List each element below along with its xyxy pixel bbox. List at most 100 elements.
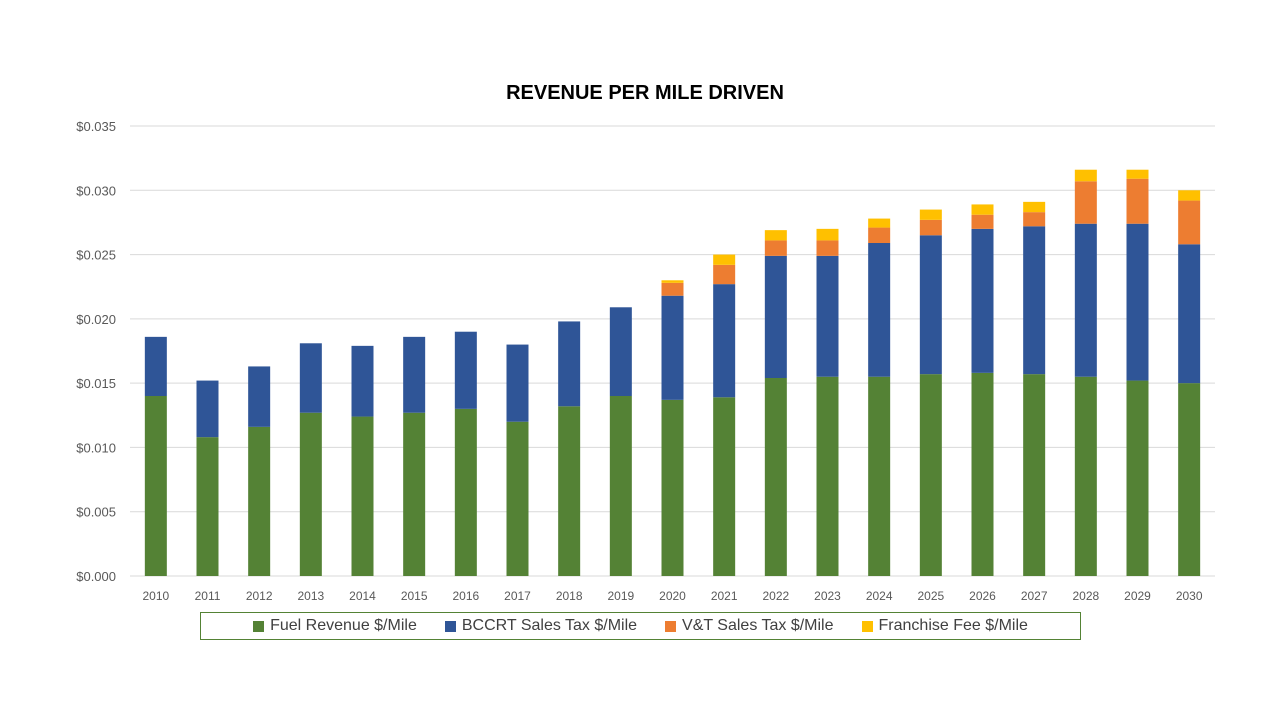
bar-segment-2029-series-1	[1126, 380, 1149, 576]
bar-segment-2013-series-2	[299, 343, 322, 413]
bar-segment-2011-series-2	[196, 380, 219, 438]
x-tick-label: 2025	[917, 589, 944, 603]
bar-segment-2028-series-3	[1074, 181, 1097, 224]
x-tick-label: 2030	[1176, 589, 1203, 603]
legend-item: Franchise Fee $/Mile	[861, 617, 1028, 635]
bar-stack-2027	[1023, 201, 1046, 576]
bar-stack-2023	[816, 228, 839, 576]
legend: Fuel Revenue $/Mile BCCRT Sales Tax $/Mil…	[200, 612, 1081, 640]
bar-segment-2012-series-1	[248, 426, 271, 576]
x-tick-label: 2018	[556, 589, 583, 603]
bar-segment-2020-series-3	[661, 282, 684, 296]
bar-stack-2029	[1126, 169, 1149, 576]
x-tick-label: 2012	[246, 589, 273, 603]
y-tick-label: $0.030	[76, 183, 116, 198]
bar-segment-2024-series-2	[868, 243, 891, 377]
bar-stack-2028	[1074, 169, 1097, 576]
bar-stack-2014	[351, 345, 374, 576]
bar-segment-2015-series-2	[403, 336, 426, 413]
x-tick-label: 2022	[762, 589, 789, 603]
x-tick-label: 2024	[866, 589, 893, 603]
y-tick-label: $0.025	[76, 248, 116, 263]
bar-segment-2012-series-2	[248, 366, 271, 427]
bar-segment-2016-series-2	[454, 331, 477, 409]
x-tick-label: 2015	[401, 589, 428, 603]
x-tick-label: 2028	[1072, 589, 1099, 603]
bar-segment-2018-series-1	[558, 406, 581, 576]
bar-segment-2023-series-4	[816, 228, 839, 241]
x-tick-label: 2017	[504, 589, 531, 603]
bar-segment-2010-series-2	[144, 336, 167, 396]
legend-label: Fuel Revenue $/Mile	[270, 617, 417, 634]
bar-stack-2018	[558, 321, 581, 576]
bar-segment-2027-series-2	[1023, 226, 1046, 375]
x-tick-label: 2020	[659, 589, 686, 603]
chart-title: REVENUE PER MILE DRIVEN	[506, 82, 784, 104]
bar-segment-2020-series-1	[661, 399, 684, 576]
bar-segment-2028-series-1	[1074, 376, 1097, 576]
bar-segment-2030-series-1	[1178, 383, 1201, 576]
bar-segment-2027-series-3	[1023, 212, 1046, 227]
bar-segment-2020-series-4	[661, 280, 684, 283]
bar-stack-2025	[919, 209, 942, 576]
bar-segment-2014-series-1	[351, 416, 374, 576]
bar-segment-2021-series-1	[713, 397, 736, 576]
bar-segment-2026-series-1	[971, 372, 994, 576]
bar-segment-2024-series-4	[868, 218, 891, 228]
bar-segment-2028-series-2	[1074, 223, 1097, 377]
bar-segment-2025-series-1	[919, 374, 942, 576]
bar-stack-2019	[609, 307, 632, 576]
y-tick-label: $0.000	[76, 569, 116, 584]
bar-segment-2010-series-1	[144, 396, 167, 576]
bar-stack-2030	[1178, 190, 1201, 576]
bar-segment-2025-series-3	[919, 219, 942, 236]
legend-label: V&T Sales Tax $/Mile	[682, 617, 834, 634]
x-tick-label: 2014	[349, 589, 376, 603]
legend-item: V&T Sales Tax $/Mile	[665, 617, 834, 635]
y-tick-label: $0.020	[76, 312, 116, 327]
bar-segment-2021-series-3	[713, 264, 736, 285]
legend-item: BCCRT Sales Tax $/Mile	[444, 617, 637, 635]
x-tick-label: 2029	[1124, 589, 1151, 603]
bar-stack-2015	[403, 336, 426, 576]
bar-segment-2023-series-1	[816, 376, 839, 576]
bar-segment-2026-series-3	[971, 214, 994, 229]
bar-stack-2013	[299, 343, 322, 576]
bar-stack-2017	[506, 344, 529, 576]
y-tick-label: $0.010	[76, 440, 116, 455]
bar-segment-2019-series-1	[609, 396, 632, 576]
legend-swatch	[665, 620, 677, 632]
bar-segment-2020-series-2	[661, 295, 684, 400]
bar-segment-2029-series-3	[1126, 178, 1149, 224]
bar-segment-2013-series-1	[299, 412, 322, 576]
bar-segment-2030-series-4	[1178, 190, 1201, 201]
bar-stack-2020	[661, 280, 684, 576]
x-axis-tick-labels: 2010 2011 2012 2013 2014 2015 2016 2017 2018 2019…	[142, 589, 1202, 603]
bar-segment-2011-series-1	[196, 437, 219, 576]
x-tick-label: 2013	[297, 589, 324, 603]
bar-segment-2014-series-2	[351, 345, 374, 417]
y-tick-label: $0.015	[76, 376, 116, 391]
bar-segment-2021-series-2	[713, 284, 736, 398]
x-tick-label: 2011	[195, 589, 221, 603]
legend-swatch	[444, 620, 456, 632]
x-tick-label: 2026	[969, 589, 996, 603]
bar-segment-2022-series-1	[764, 378, 787, 576]
bar-stack-2016	[454, 331, 477, 576]
bar-segment-2016-series-1	[454, 408, 477, 576]
legend-label: Franchise Fee $/Mile	[878, 617, 1028, 634]
x-tick-label: 2023	[814, 589, 841, 603]
bar-segment-2030-series-2	[1178, 244, 1201, 384]
bar-segment-2017-series-1	[506, 421, 529, 576]
bar-segment-2017-series-2	[506, 344, 529, 422]
bar-stack-2010	[144, 336, 167, 576]
bar-segment-2022-series-3	[764, 240, 787, 256]
bar-segment-2023-series-2	[816, 255, 839, 377]
bar-stack-2021	[713, 254, 736, 576]
bars	[144, 169, 1201, 576]
bar-segment-2024-series-1	[868, 376, 891, 576]
y-tick-label: $0.005	[76, 505, 116, 520]
bar-segment-2023-series-3	[816, 240, 839, 256]
bar-segment-2027-series-1	[1023, 374, 1046, 576]
bar-segment-2026-series-2	[971, 228, 994, 373]
